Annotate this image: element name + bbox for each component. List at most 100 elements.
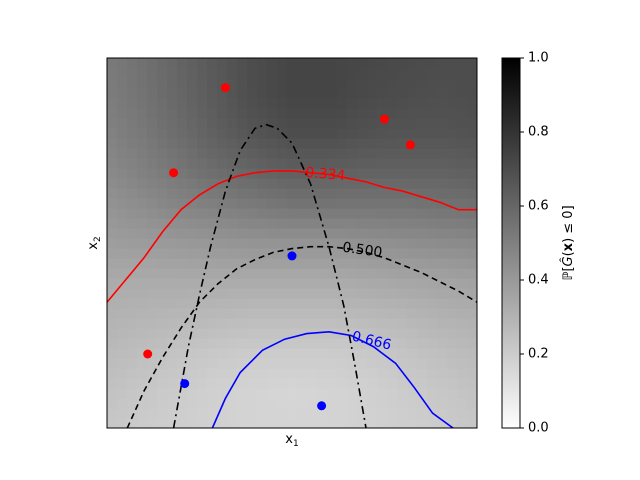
heatmap-cell <box>317 128 328 139</box>
heatmap-cell <box>377 338 388 349</box>
heatmap-cell <box>447 398 458 409</box>
heatmap-cell <box>337 398 348 409</box>
heatmap-cell <box>347 238 358 249</box>
heatmap-cell <box>367 88 378 99</box>
heatmap-cell <box>337 68 348 79</box>
heatmap-cell <box>127 78 138 89</box>
heatmap-cell <box>217 418 228 428</box>
heatmap-cell <box>187 268 198 279</box>
heatmap-cell <box>307 318 318 329</box>
heatmap-cell <box>317 388 328 399</box>
heatmap-cell <box>267 108 278 119</box>
heatmap-cell <box>427 58 438 69</box>
heatmap-cell <box>467 128 477 139</box>
heatmap-cell <box>247 398 258 409</box>
heatmap-cell <box>237 358 248 369</box>
heatmap-cell <box>247 338 258 349</box>
heatmap-cell <box>137 148 148 159</box>
heatmap-cell <box>317 248 328 259</box>
heatmap-cell <box>437 288 448 299</box>
heatmap-cell <box>297 358 308 369</box>
heatmap-cell <box>247 288 258 299</box>
heatmap-cell <box>237 298 248 309</box>
heatmap-cell <box>277 188 288 199</box>
heatmap-cell <box>327 398 338 409</box>
heatmap-cell <box>407 178 418 189</box>
heatmap-cell <box>177 158 188 169</box>
heatmap-cell <box>267 378 278 389</box>
heatmap-cell <box>137 248 148 259</box>
heatmap-cell <box>457 108 468 119</box>
heatmap-cell <box>357 148 368 159</box>
sample-point-red <box>220 83 230 93</box>
heatmap-cell <box>107 288 118 299</box>
heatmap-cell <box>327 128 338 139</box>
heatmap-cell <box>197 158 208 169</box>
heatmap-cell <box>107 378 118 389</box>
heatmap-cell <box>217 68 228 79</box>
heatmap-cell <box>337 228 348 239</box>
heatmap-cell <box>207 238 218 249</box>
heatmap-cell <box>247 348 258 359</box>
heatmap-cell <box>397 228 408 239</box>
heatmap-cell <box>227 228 238 239</box>
heatmap-cell <box>377 388 388 399</box>
heatmap-cell <box>447 358 458 369</box>
heatmap-cell <box>227 348 238 359</box>
heatmap-cell <box>167 218 178 229</box>
heatmap-cell <box>227 318 238 329</box>
heatmap-cell <box>267 258 278 269</box>
heatmap-cell <box>277 278 288 289</box>
heatmap-cell <box>317 188 328 199</box>
heatmap-cell <box>187 108 198 119</box>
heatmap-cell <box>127 418 138 428</box>
heatmap-cell <box>127 408 138 419</box>
heatmap-cell <box>127 108 138 119</box>
heatmap-cell <box>277 208 288 219</box>
heatmap-cell <box>147 158 158 169</box>
heatmap-cell <box>247 318 258 329</box>
heatmap-cell <box>317 228 328 239</box>
heatmap-cell <box>277 68 288 79</box>
y-axis-label: x2 <box>86 236 103 249</box>
heatmap-cell <box>187 88 198 99</box>
heatmap-cell <box>217 388 228 399</box>
heatmap-cell <box>387 108 398 119</box>
heatmap-cell <box>287 408 298 419</box>
heatmap-cell <box>417 218 428 229</box>
heatmap-cell <box>377 188 388 199</box>
heatmap-cell <box>157 68 168 79</box>
heatmap-cell <box>197 178 208 189</box>
heatmap-cell <box>377 158 388 169</box>
heatmap-cell <box>337 408 348 419</box>
heatmap-cell <box>147 338 158 349</box>
heatmap-cell <box>327 418 338 428</box>
heatmap-cell <box>157 348 168 359</box>
heatmap-cell <box>117 308 128 319</box>
heatmap-cell <box>417 138 428 149</box>
heatmap-cell <box>437 258 448 269</box>
heatmap-cell <box>237 58 248 69</box>
heatmap-cell <box>457 168 468 179</box>
heatmap-cell <box>127 228 138 239</box>
heatmap-cell <box>287 258 298 269</box>
heatmap-cell <box>197 348 208 359</box>
heatmap-cell <box>117 338 128 349</box>
heatmap-cell <box>127 288 138 299</box>
heatmap-cell <box>207 58 218 69</box>
heatmap-cell <box>207 88 218 99</box>
heatmap-cell <box>167 378 178 389</box>
heatmap-cell <box>447 208 458 219</box>
heatmap-cell <box>127 318 138 329</box>
heatmap-cell <box>287 68 298 79</box>
heatmap-cell <box>467 268 477 279</box>
heatmap-cell <box>217 318 228 329</box>
heatmap-cell <box>247 138 258 149</box>
heatmap-cell <box>457 358 468 369</box>
heatmap-cell <box>217 298 228 309</box>
heatmap-cell <box>247 158 258 169</box>
heatmap-cell <box>127 328 138 339</box>
heatmap-cell <box>337 278 348 289</box>
heatmap-cell <box>207 148 218 159</box>
heatmap-cell <box>167 208 178 219</box>
